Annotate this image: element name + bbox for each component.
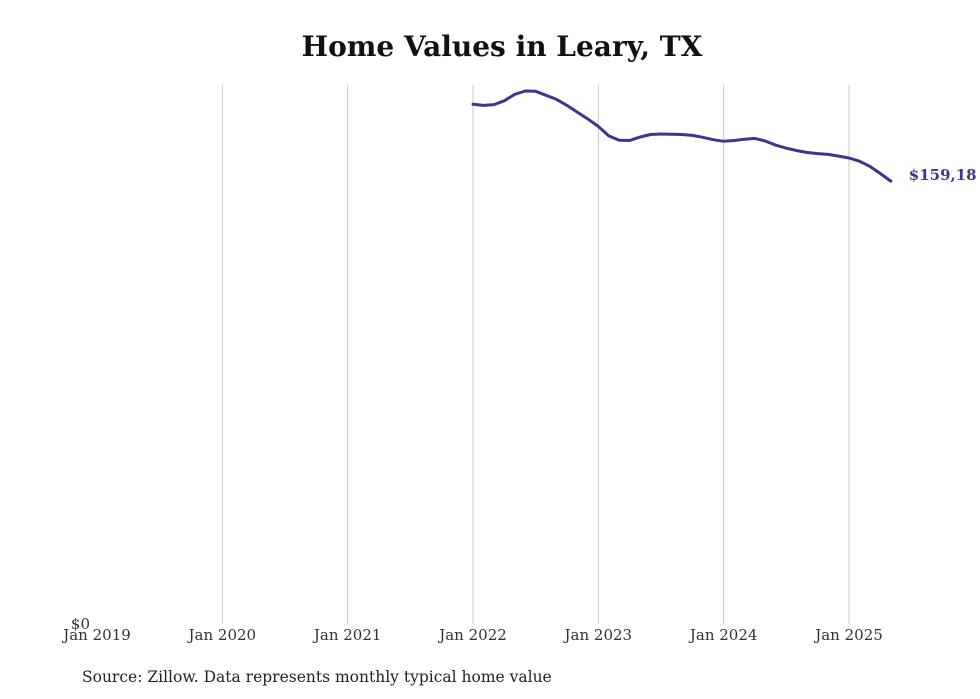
y-tick-label: $0 xyxy=(71,615,90,633)
series-line xyxy=(471,89,893,183)
x-tick-label: Jan 2020 xyxy=(187,626,257,644)
x-tick-label: Jan 2023 xyxy=(563,626,633,644)
x-tick-label: Jan 2025 xyxy=(813,626,883,644)
x-tick-label: Jan 2022 xyxy=(437,626,507,644)
x-tick-label: Jan 2019 xyxy=(61,626,131,644)
x-axis-ticks: Jan 2019 Jan 2020 Jan 2021 Jan 2022 Jan 2023… xyxy=(61,626,883,644)
end-value-label: $159,18 xyxy=(909,166,977,184)
source-note: Source: Zillow. Data represents monthly … xyxy=(82,668,552,686)
x-tick-label: Jan 2021 xyxy=(312,626,382,644)
grid-lines xyxy=(221,85,850,624)
chart-title: Home Values in Leary, TX xyxy=(301,30,703,63)
x-tick-label: Jan 2024 xyxy=(688,626,758,644)
